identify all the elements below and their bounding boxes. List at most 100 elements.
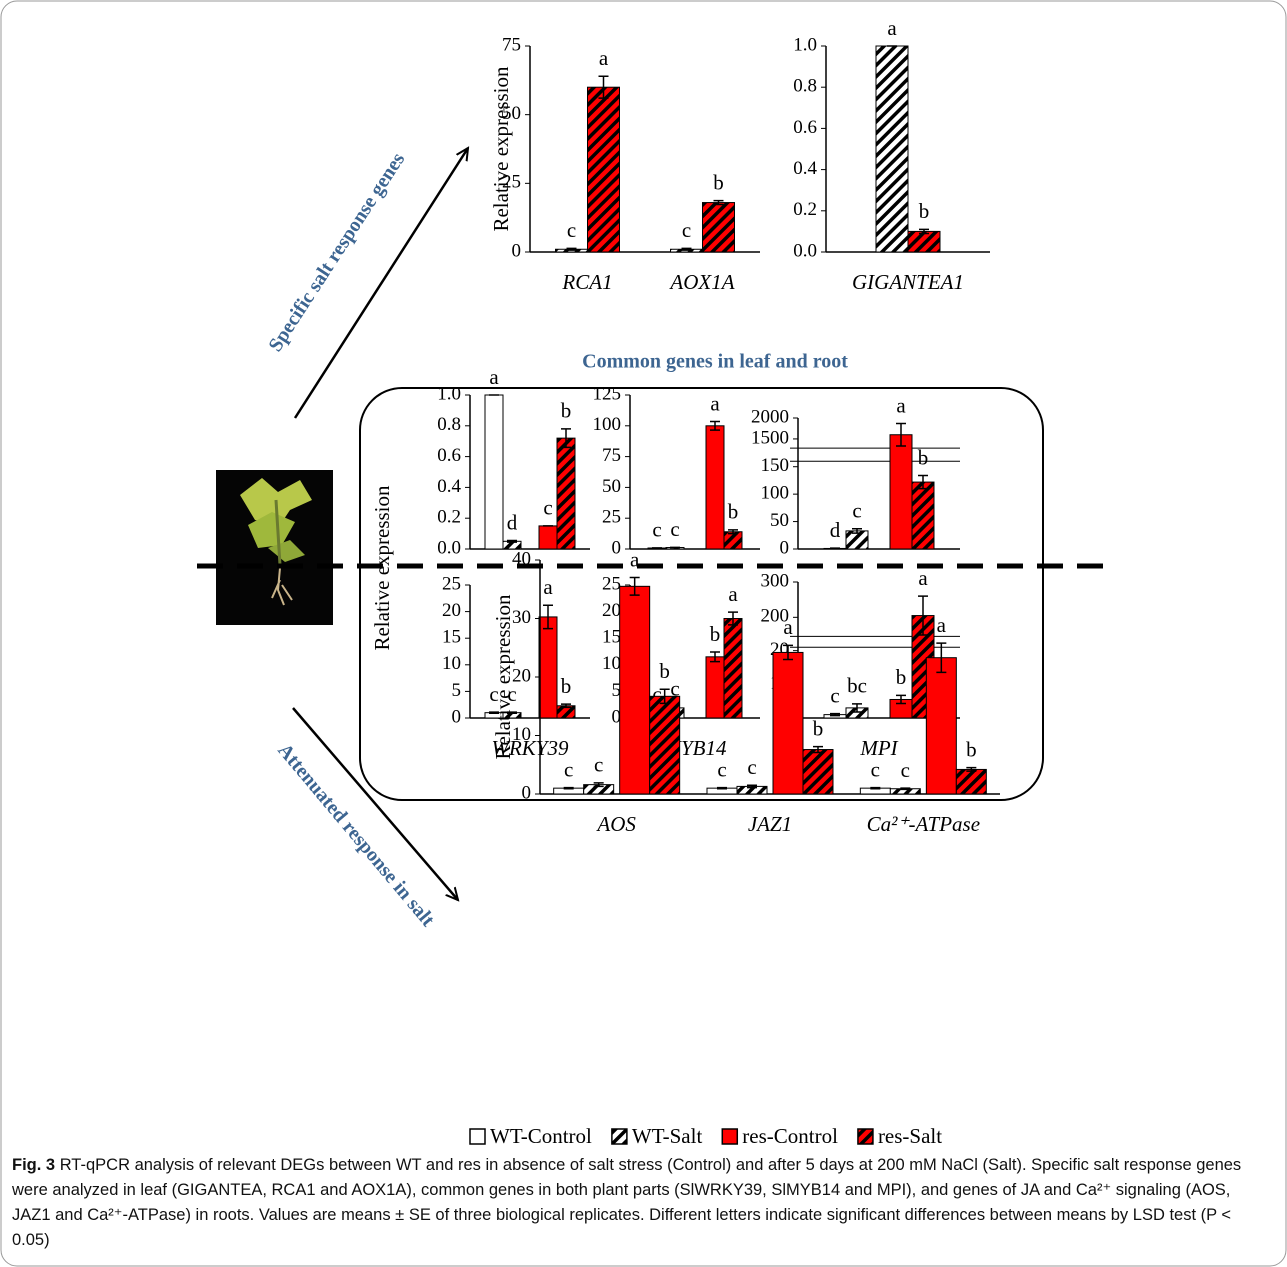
error-bar bbox=[830, 548, 840, 549]
y-tick-label: 125 bbox=[593, 383, 622, 404]
significance-letter: a bbox=[783, 615, 793, 639]
error-bar bbox=[870, 788, 880, 789]
section-title: Common genes in leaf and root bbox=[582, 351, 848, 373]
y-axis-title: Relative expression bbox=[489, 66, 513, 232]
significance-letter: a bbox=[599, 46, 609, 70]
y-tick-label: 1.0 bbox=[793, 34, 817, 55]
arrow-label: Specific salt response genes bbox=[264, 149, 409, 356]
legend-label: res-Salt bbox=[878, 1124, 942, 1148]
significance-letter: b bbox=[728, 500, 739, 524]
caption-label: Fig. 3 bbox=[12, 1156, 55, 1174]
y-tick-label: 0 bbox=[780, 537, 790, 558]
significance-letter: c bbox=[747, 755, 756, 779]
y-tick-label: 20 bbox=[442, 600, 461, 621]
y-tick-label: 0.2 bbox=[437, 507, 461, 528]
y-tick-label: 0 bbox=[452, 706, 462, 727]
significance-letter: d bbox=[830, 518, 841, 542]
y-tick-label: 0.0 bbox=[437, 537, 461, 558]
y-tick-label: 50 bbox=[770, 510, 789, 531]
legend-swatch bbox=[470, 1129, 485, 1144]
y-tick-label: 25 bbox=[442, 573, 461, 594]
significance-letter: b bbox=[561, 399, 572, 423]
y-tick-label: 2000 bbox=[751, 406, 789, 427]
significance-letter: a bbox=[543, 575, 553, 599]
y-tick-label: 1.0 bbox=[437, 383, 461, 404]
y-tick-label: 100 bbox=[593, 414, 622, 435]
significance-letter: c bbox=[567, 218, 576, 242]
x-tick-label: AOX1A bbox=[668, 270, 734, 294]
x-tick-label: GIGANTEA1 bbox=[852, 270, 964, 294]
y-tick-label: 0.4 bbox=[793, 158, 817, 179]
y-axis-title: Relative expression bbox=[370, 485, 394, 651]
y-tick-label: 150 bbox=[761, 455, 790, 476]
y-tick-label: 15 bbox=[602, 627, 621, 648]
error-bar bbox=[564, 788, 574, 789]
bar bbox=[485, 395, 503, 549]
significance-letter: c bbox=[564, 757, 573, 781]
significance-letter: a bbox=[937, 613, 947, 637]
significance-letter: bc bbox=[847, 674, 867, 698]
y-tick-label: 75 bbox=[602, 445, 621, 466]
bar bbox=[703, 203, 735, 252]
y-tick-label: 0.2 bbox=[793, 199, 817, 220]
y-tick-label: 0 bbox=[522, 782, 532, 803]
legend-swatch bbox=[612, 1129, 627, 1144]
significance-letter: b bbox=[561, 674, 572, 698]
bar bbox=[650, 696, 680, 794]
significance-letter: c bbox=[670, 517, 679, 541]
bar bbox=[706, 426, 724, 549]
error-bar bbox=[717, 788, 727, 789]
bar bbox=[890, 435, 912, 549]
y-tick-label: 0.8 bbox=[793, 76, 817, 97]
bar bbox=[912, 482, 934, 549]
y-tick-label: 10 bbox=[512, 724, 531, 745]
bar bbox=[539, 526, 557, 549]
significance-letter: a bbox=[896, 393, 906, 417]
legend-label: WT-Control bbox=[490, 1124, 592, 1148]
significance-letter: b bbox=[918, 445, 929, 469]
y-tick-label: 20 bbox=[602, 600, 621, 621]
y-tick-label: 100 bbox=[761, 483, 790, 504]
y-tick-label: 0.6 bbox=[793, 117, 817, 138]
significance-letter: a bbox=[728, 582, 738, 606]
y-tick-label: 10 bbox=[442, 653, 461, 674]
x-tick-label: MPI bbox=[859, 736, 898, 760]
significance-letter: b bbox=[813, 716, 824, 740]
y-tick-label: 0 bbox=[612, 537, 622, 558]
significance-letter: b bbox=[896, 665, 907, 689]
bar bbox=[724, 619, 742, 718]
significance-letter: c bbox=[594, 753, 603, 777]
y-axis-title: Relative expression bbox=[491, 594, 515, 760]
y-tick-label: 300 bbox=[761, 570, 790, 591]
x-tick-label: Ca²⁺-ATPase bbox=[867, 812, 980, 836]
significance-letter: c bbox=[830, 683, 839, 707]
y-tick-label: 0.4 bbox=[437, 476, 461, 497]
bar bbox=[773, 652, 803, 794]
bar bbox=[706, 657, 724, 718]
significance-letter: b bbox=[713, 170, 724, 194]
legend-label: WT-Salt bbox=[632, 1124, 703, 1148]
y-tick-label: 20 bbox=[512, 665, 531, 686]
y-tick-label: 50 bbox=[602, 476, 621, 497]
bar bbox=[557, 438, 575, 549]
y-tick-label: 5 bbox=[452, 680, 462, 701]
y-tick-label: 25 bbox=[602, 507, 621, 528]
x-tick-label: RCA1 bbox=[561, 270, 612, 294]
legend-swatch bbox=[722, 1129, 737, 1144]
significance-letter: b bbox=[919, 199, 930, 223]
plant-photo bbox=[216, 470, 333, 625]
arrow-label: Attenuated response in salt bbox=[273, 739, 439, 931]
significance-letter: a bbox=[489, 365, 499, 389]
significance-letter: c bbox=[871, 757, 880, 781]
y-tick-label: 10 bbox=[602, 653, 621, 674]
y-tick-label: 0.6 bbox=[437, 445, 461, 466]
y-tick-label: 30 bbox=[512, 607, 531, 628]
significance-letter: c bbox=[682, 218, 691, 242]
y-tick-label: 1500 bbox=[751, 427, 789, 448]
significance-letter: c bbox=[852, 499, 861, 523]
x-tick-label: JAZ1 bbox=[748, 812, 792, 836]
significance-letter: b bbox=[710, 622, 721, 646]
significance-letter: a bbox=[918, 566, 928, 590]
y-tick-label: 15 bbox=[442, 627, 461, 648]
significance-letter: c bbox=[901, 758, 910, 782]
